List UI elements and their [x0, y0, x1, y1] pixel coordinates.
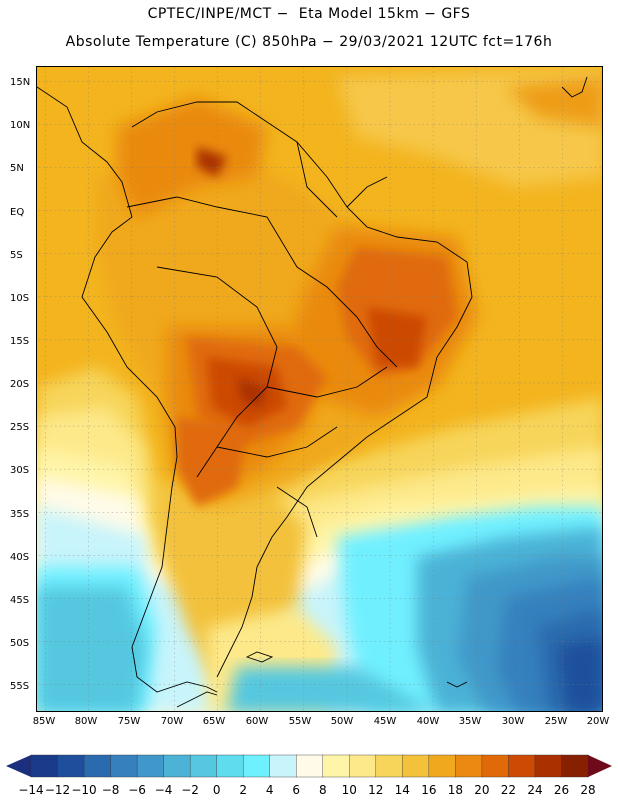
- colorbar-label: 6: [292, 783, 300, 797]
- lat-label: EQ: [10, 207, 25, 218]
- lat-label: 25S: [10, 422, 30, 433]
- lon-label: 70W: [160, 716, 184, 727]
- lat-label: 15N: [10, 77, 31, 88]
- colorbar-swatch: [375, 754, 404, 778]
- lat-label: 50S: [10, 638, 30, 649]
- colorbar-label: 4: [265, 783, 274, 797]
- lon-label: 25W: [544, 716, 568, 727]
- chart-title: CPTEC/INPE/MCT − Eta Model 15km − GFS: [147, 6, 471, 22]
- coastlines-and-borders: [37, 76, 588, 708]
- temperature-map: [36, 66, 603, 712]
- lat-label: 45S: [10, 595, 30, 606]
- lat-label: 40S: [10, 552, 30, 563]
- colorbar-swatch: [296, 754, 324, 778]
- lon-label: 45W: [373, 716, 397, 727]
- lat-label: 10S: [10, 293, 30, 304]
- lon-label: 65W: [202, 716, 226, 727]
- colorbar-label: 18: [447, 783, 464, 797]
- colorbar-label: −12: [44, 783, 71, 797]
- colorbar-swatch: [402, 754, 430, 778]
- lon-label: 30W: [501, 716, 525, 727]
- colorbar-label: −4: [154, 783, 173, 797]
- lat-label: 15S: [10, 336, 30, 347]
- colorbar-swatch: [322, 754, 350, 778]
- lon-label: 35W: [458, 716, 482, 727]
- lat-lon-gridlines: [37, 67, 602, 711]
- lat-label: 30S: [10, 465, 30, 476]
- colorbar-label: 16: [421, 783, 437, 797]
- lat-label: 35S: [10, 509, 30, 520]
- colorbar-label: −2: [181, 783, 199, 797]
- colorbar-label: 0: [212, 783, 221, 797]
- colorbar: [6, 754, 612, 778]
- colorbar-swatch: [163, 754, 191, 778]
- lon-label: 40W: [416, 716, 440, 727]
- colorbar-swatch: [242, 754, 271, 778]
- colorbar-label: 10: [341, 783, 357, 797]
- map-canvas: [37, 67, 602, 711]
- colorbar-swatch: [216, 754, 244, 778]
- colorbar-over-arrow: [588, 755, 612, 777]
- colorbar-swatch: [110, 754, 138, 778]
- lon-label: 85W: [32, 716, 56, 727]
- colorbar-label: −8: [101, 783, 120, 797]
- colorbar-label: −6: [128, 783, 146, 797]
- lat-label: 10N: [10, 120, 31, 131]
- lon-label: 75W: [117, 716, 141, 727]
- lon-label: 60W: [245, 716, 269, 727]
- colorbar-swatch: [455, 754, 483, 778]
- lat-label: 20S: [10, 379, 30, 390]
- colorbar-swatch: [30, 754, 59, 778]
- chart-subtitle: Absolute Temperature (C) 850hPa − 29/03/…: [65, 34, 553, 50]
- colorbar-label: 12: [368, 783, 384, 797]
- colorbar-label: 14: [394, 783, 410, 797]
- colorbar-swatch: [481, 754, 510, 778]
- colorbar-label: −10: [71, 783, 97, 797]
- colorbar-label: 28: [580, 783, 596, 797]
- lon-label: 55W: [288, 716, 312, 727]
- colorbar-label: 2: [239, 783, 247, 797]
- lon-label: 50W: [330, 716, 354, 727]
- colorbar-swatch: [136, 754, 165, 778]
- colorbar-swatch: [428, 754, 457, 778]
- colorbar-swatch: [269, 754, 297, 778]
- lat-label: 5S: [10, 250, 23, 261]
- colorbar-swatch: [534, 754, 563, 778]
- lat-label: 55S: [10, 681, 30, 692]
- colorbar-label: −14: [18, 783, 44, 797]
- colorbar-label: 24: [527, 783, 543, 797]
- lon-label: 20W: [586, 716, 610, 727]
- colorbar-swatch: [349, 754, 377, 778]
- lon-label: 80W: [74, 716, 98, 727]
- colorbar-label: 8: [318, 783, 327, 797]
- colorbar-swatch: [83, 754, 112, 778]
- colorbar-swatch: [561, 754, 589, 778]
- colorbar-swatches: [30, 754, 589, 778]
- colorbar-swatch: [57, 754, 85, 778]
- colorbar-swatch: [189, 754, 218, 778]
- lat-label: 5N: [10, 163, 24, 174]
- colorbar-label: 20: [474, 783, 490, 797]
- colorbar-label: 26: [553, 783, 570, 797]
- colorbar-swatch: [508, 754, 536, 778]
- colorbar-label: 22: [500, 783, 517, 797]
- colorbar-under-arrow: [6, 755, 31, 777]
